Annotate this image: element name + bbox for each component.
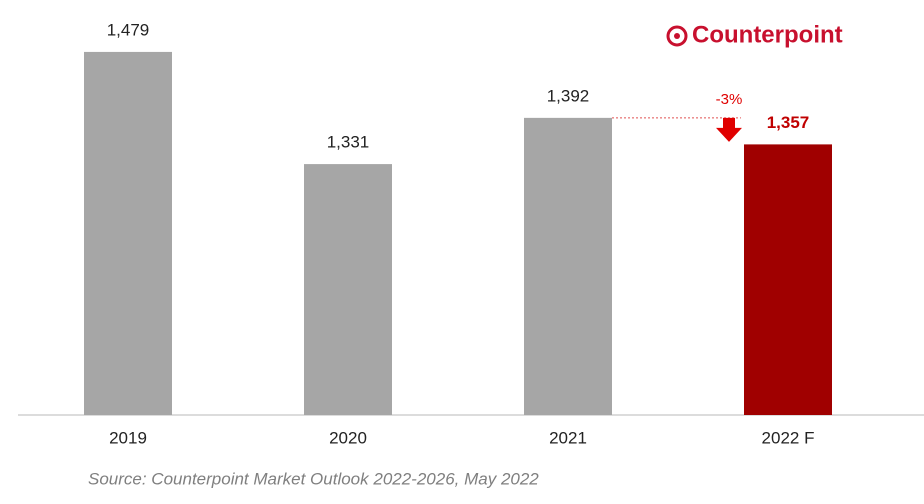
annotation: -3% xyxy=(716,91,743,108)
value-label: 1,392 xyxy=(547,86,590,105)
change-arrow xyxy=(716,117,742,142)
x-tick-label: 2021 xyxy=(549,428,587,447)
bar xyxy=(304,164,392,415)
bar xyxy=(744,144,832,416)
value-label: 1,331 xyxy=(327,133,370,152)
x-tick-label: 2019 xyxy=(109,428,147,447)
x-tick-label: 2022 F xyxy=(762,428,815,447)
logo-icon-dot xyxy=(674,33,680,39)
logo: Counterpoint xyxy=(692,21,843,48)
bar xyxy=(84,51,172,415)
logo-icon xyxy=(666,25,688,47)
value-label: 1,357 xyxy=(767,113,810,132)
bar xyxy=(524,117,612,415)
value-label: 1,479 xyxy=(107,20,150,39)
x-tick-label: 2020 xyxy=(329,428,367,447)
source: Source: Counterpoint Market Outlook 2022… xyxy=(88,469,539,488)
